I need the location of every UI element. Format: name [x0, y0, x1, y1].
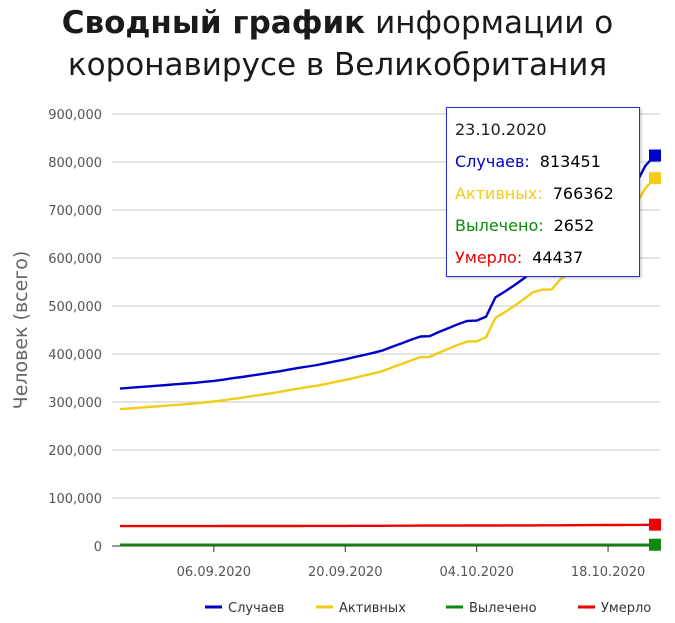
- y-axis-label: Человек (всего): [10, 251, 32, 410]
- chart-title: Сводный график информации о коронавирусе…: [0, 2, 675, 86]
- hover-tooltip: 23.10.2020 Случаев: 813451 Активных: 76636…: [446, 107, 640, 277]
- tooltip-value-recovered: 2652: [553, 216, 595, 235]
- y-tick-label: 500,000: [48, 300, 102, 315]
- x-tick-label: 06.09.2020: [177, 565, 251, 580]
- y-tick-label: 100,000: [48, 492, 102, 507]
- tooltip-row-deaths: Умерло: 44437: [455, 247, 639, 279]
- tooltip-value-active: 766362: [552, 184, 614, 203]
- tooltip-date: 23.10.2020: [455, 120, 547, 139]
- tooltip-value-cases: 813451: [539, 152, 601, 171]
- tooltip-row-active: Активных: 766362: [455, 183, 639, 215]
- series-line-3: [120, 523, 656, 528]
- tooltip-label-active: Активных:: [455, 184, 543, 203]
- x-tick-label: 20.09.2020: [308, 565, 382, 580]
- x-axis-ticks: 06.09.2020 20.09.2020 04.10.2020 18.10.2020: [177, 546, 645, 580]
- series-end-marker-2[interactable]: [649, 538, 661, 551]
- series-end-markers[interactable]: [649, 149, 661, 551]
- series-end-marker-3[interactable]: [649, 518, 661, 531]
- y-tick-label: 400,000: [48, 348, 102, 363]
- tooltip-row-recovered: Вылечено: 2652: [455, 215, 639, 247]
- y-tick-label: 700,000: [48, 204, 102, 219]
- legend-label-3[interactable]: Умерло: [601, 601, 651, 616]
- legend[interactable]: Случаев Активных Вылечено Умерло: [205, 601, 651, 616]
- legend-label-0[interactable]: Случаев: [228, 601, 284, 616]
- tooltip-value-deaths: 44437: [532, 248, 584, 267]
- x-tick-label: 18.10.2020: [571, 565, 645, 580]
- x-tick-label: 04.10.2020: [439, 565, 513, 580]
- chart-title-bold: Сводный график: [61, 5, 366, 41]
- y-tick-label: 800,000: [48, 156, 102, 171]
- y-tick-label: 900,000: [48, 108, 102, 123]
- grid: [112, 113, 660, 547]
- y-tick-label: 0: [94, 540, 102, 555]
- chart-title-rest: информации о коронавирусе в Великобритан…: [67, 5, 614, 83]
- series-end-marker-0[interactable]: [649, 149, 661, 162]
- y-tick-label: 200,000: [48, 444, 102, 459]
- y-tick-label: 600,000: [48, 252, 102, 267]
- y-tick-label: 300,000: [48, 396, 102, 411]
- tooltip-row-cases: Случаев: 813451: [455, 151, 639, 183]
- tooltip-label-deaths: Умерло:: [455, 248, 523, 267]
- tooltip-label-cases: Случаев:: [455, 152, 530, 171]
- tooltip-label-recovered: Вылечено:: [455, 216, 544, 235]
- legend-label-2[interactable]: Вылечено: [469, 601, 537, 616]
- legend-label-1[interactable]: Активных: [339, 601, 406, 616]
- y-axis-ticks: 0 100,000 200,000 300,000 400,000 500,000 600,…: [48, 108, 102, 555]
- series-end-marker-1[interactable]: [649, 172, 661, 185]
